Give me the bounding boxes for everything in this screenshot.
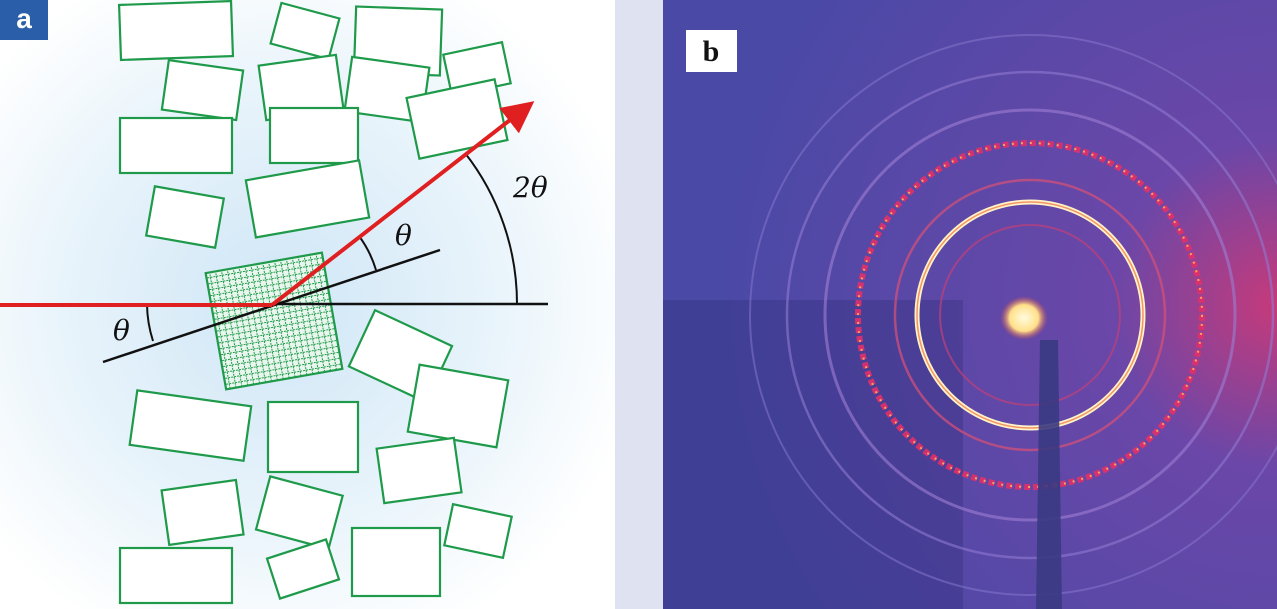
label-box <box>0 0 48 40</box>
panel-a: θ θ 2θ a <box>0 0 615 609</box>
diffracting-crystal <box>204 251 344 391</box>
angle-arc <box>464 152 519 305</box>
panel-label: a <box>16 3 32 34</box>
panel-label: b <box>703 35 720 68</box>
panel-b: b <box>663 0 1277 609</box>
shadow <box>663 300 963 609</box>
crystallites <box>117 0 514 605</box>
label-box <box>686 30 737 72</box>
gutter <box>615 0 663 609</box>
beam-stop <box>1036 340 1062 609</box>
angle-label: θ <box>113 314 130 347</box>
angle-label: 2θ <box>512 171 548 204</box>
diffraction-rings <box>749 34 1277 596</box>
direct-beam <box>1000 296 1048 340</box>
detector-image <box>663 0 1277 609</box>
diffracted-beam <box>270 101 535 307</box>
angle-label: θ <box>395 219 412 252</box>
